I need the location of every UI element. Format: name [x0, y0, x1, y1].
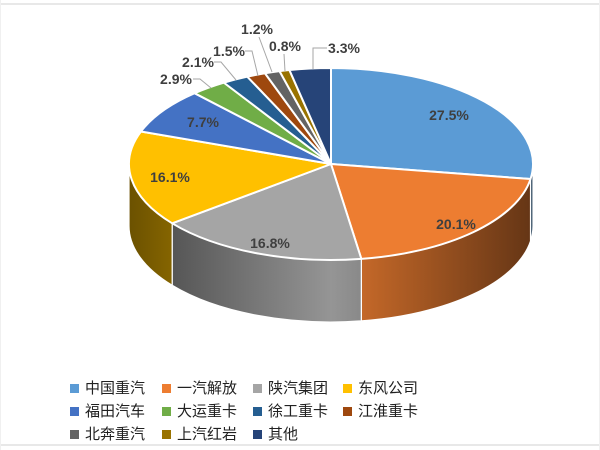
legend-swatch-icon [343, 407, 352, 416]
legend-item-10: 其他 [253, 423, 343, 446]
data-label-5: 2.9% [160, 71, 192, 87]
legend-item-5: 大运重卡 [162, 400, 253, 423]
legend-label: 上汽红岩 [177, 426, 238, 443]
legend-label: 大运重卡 [177, 403, 238, 420]
bottom-border-line [0, 444, 600, 446]
leader-line-7 [245, 50, 259, 77]
legend-item-2: 陕汽集团 [253, 377, 343, 400]
legend-swatch-icon [162, 384, 171, 393]
data-label-3: 16.1% [150, 169, 190, 185]
data-label-1: 20.1% [436, 216, 476, 232]
data-label-8: 1.2% [241, 21, 273, 37]
data-label-6: 2.1% [182, 54, 214, 70]
legend-swatch-icon [253, 430, 262, 439]
legend-label: 江淮重卡 [358, 403, 419, 420]
legend-label: 一汽解放 [177, 380, 238, 397]
legend-swatch-icon [70, 430, 79, 439]
legend-item-6: 徐工重卡 [253, 400, 343, 423]
legend-label: 中国重汽 [85, 380, 146, 397]
legend-swatch-icon [162, 407, 171, 416]
legend-item-1: 一汽解放 [162, 377, 253, 400]
data-label-10: 3.3% [328, 40, 360, 56]
leader-line-10 [312, 47, 327, 69]
legend-swatch-icon [70, 384, 79, 393]
data-label-4: 7.7% [187, 114, 219, 130]
legend-swatch-icon [162, 430, 171, 439]
leader-line-5 [193, 78, 212, 89]
pie-slice-0 [330, 67, 534, 181]
legend-label: 北奔重汽 [85, 426, 146, 443]
top-border-line [0, 3, 600, 5]
legend-label: 其他 [268, 426, 299, 443]
legend-swatch-icon [70, 407, 79, 416]
legend-label: 陕汽集团 [268, 380, 329, 397]
legend-label: 福田汽车 [85, 403, 146, 420]
legend-item-9: 上汽红岩 [162, 423, 253, 446]
leader-line-9 [283, 53, 286, 72]
chart-legend: 中国重汽 一汽解放 陕汽集团 东风公司福田汽车 大运重卡 徐工重卡 江淮重卡北奔重汽 上汽红岩… [70, 377, 463, 446]
legend-label: 东风公司 [358, 380, 419, 397]
legend-item-0: 中国重汽 [70, 377, 162, 400]
legend-item-8: 北奔重汽 [70, 423, 162, 446]
legend-swatch-icon [253, 384, 262, 393]
left-border-line [0, 0, 1, 450]
pie-slice-3 [128, 130, 332, 225]
data-label-2: 16.8% [250, 235, 290, 251]
legend-item-3: 东风公司 [343, 377, 463, 400]
pie-slice-2 [171, 163, 363, 261]
data-label-7: 1.5% [213, 43, 245, 59]
legend-item-7: 江淮重卡 [343, 400, 463, 423]
legend-swatch-icon [343, 384, 352, 393]
legend-label: 徐工重卡 [268, 403, 329, 420]
leader-line-6 [214, 61, 237, 81]
pie-slice-1 [330, 163, 532, 260]
data-label-0: 27.5% [429, 107, 469, 123]
legend-swatch-icon [253, 407, 262, 416]
legend-item-4: 福田汽车 [70, 400, 162, 423]
data-label-9: 0.8% [269, 38, 301, 54]
pie-slice-4 [139, 92, 332, 165]
pie-slice-10 [288, 67, 332, 165]
pie-chart: 27.5% 20.1% 16.8% 16.1% 7.7% 2.9%2.1%1.5% 1.2%… [128, 21, 534, 323]
leader-line-8 [258, 36, 273, 73]
